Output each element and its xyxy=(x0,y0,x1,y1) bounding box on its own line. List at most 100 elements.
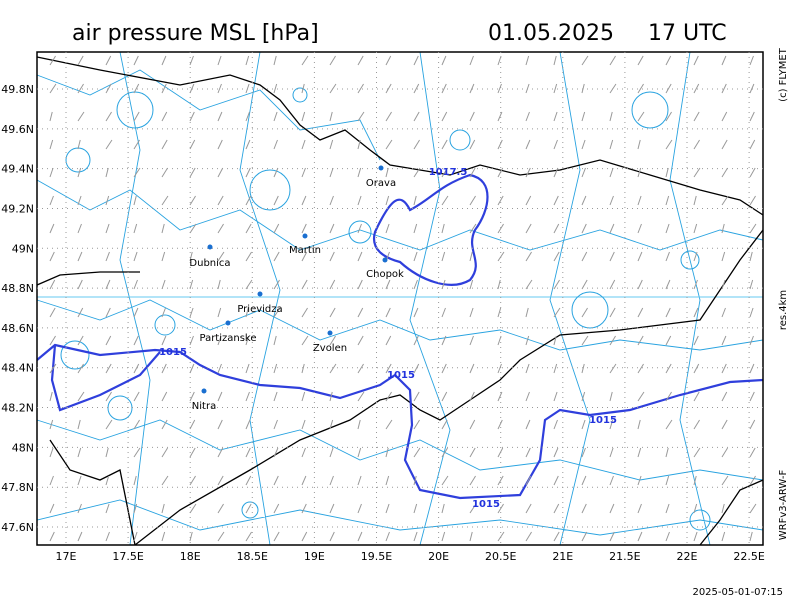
wind-barb xyxy=(77,475,82,486)
wind-barb xyxy=(497,363,502,374)
wind-barb xyxy=(105,195,110,206)
wind-barb xyxy=(525,279,533,290)
wind-barb xyxy=(441,251,446,262)
wind-barb xyxy=(665,475,670,486)
wind-barb xyxy=(469,251,473,262)
wind-barb xyxy=(581,335,589,346)
wind-barb xyxy=(525,503,532,514)
city-label: Chopok xyxy=(366,269,404,280)
lat-label: 49N xyxy=(12,242,34,255)
wind-barb xyxy=(105,111,112,122)
wind-barb xyxy=(665,83,672,94)
wind-barb xyxy=(553,167,559,178)
wind-barb xyxy=(105,391,112,402)
city-label: Prievidza xyxy=(237,304,282,315)
wind-barb xyxy=(133,531,138,542)
wind-barb xyxy=(301,167,306,178)
wind-barb xyxy=(497,391,503,402)
wind-barb xyxy=(189,475,196,486)
wind-barb xyxy=(441,55,447,66)
wind-barb xyxy=(217,83,222,94)
wind-barb xyxy=(105,279,111,290)
wind-barb xyxy=(581,167,586,178)
wind-barb xyxy=(581,363,585,374)
wind-barb xyxy=(161,111,168,122)
wind-barb xyxy=(189,419,196,430)
wind-barb xyxy=(189,111,195,122)
city-dot xyxy=(382,257,388,263)
wind-barb xyxy=(357,279,363,290)
wind-barb xyxy=(105,419,113,430)
wind-barb xyxy=(189,55,194,66)
wind-barb xyxy=(105,223,110,234)
city-dot xyxy=(257,291,263,297)
wind-barb xyxy=(721,363,727,374)
wind-barb xyxy=(77,83,84,94)
wind-barb xyxy=(721,83,727,94)
wind-barb xyxy=(693,251,698,262)
wind-barb xyxy=(469,335,474,346)
wind-barb xyxy=(385,335,392,346)
wind-barb xyxy=(329,391,333,402)
wind-barb xyxy=(665,363,672,374)
wind-barb xyxy=(217,307,222,318)
wind-barb xyxy=(385,391,392,402)
wind-barb xyxy=(469,391,475,402)
wind-barb xyxy=(469,195,476,206)
map-decor xyxy=(36,51,764,546)
wind-barb xyxy=(385,83,392,94)
wind-barb xyxy=(49,475,54,486)
wind-barb xyxy=(245,447,251,458)
wind-barb xyxy=(161,83,167,94)
wind-barb xyxy=(581,531,588,542)
wind-barb xyxy=(693,503,698,514)
wind-barb xyxy=(749,391,755,402)
wind-barb xyxy=(441,111,448,122)
wind-barb xyxy=(161,223,165,234)
city-label: Zvolen xyxy=(313,343,347,354)
wind-barb xyxy=(217,503,224,514)
wind-barb xyxy=(441,139,448,150)
lon-label: 19E xyxy=(304,550,325,563)
wind-barb xyxy=(581,279,588,290)
wind-barb xyxy=(217,363,222,374)
wind-barb xyxy=(525,335,530,346)
city-dot xyxy=(327,330,333,336)
wind-barb xyxy=(637,503,642,514)
wind-barb xyxy=(77,307,84,318)
wind-barb xyxy=(49,195,54,206)
wind-barb xyxy=(581,55,589,66)
wind-barb xyxy=(413,391,420,402)
wind-barb xyxy=(49,307,56,318)
wind-barb xyxy=(525,531,532,542)
lon-label: 20E xyxy=(428,550,449,563)
wind-barb xyxy=(553,531,560,542)
wind-barb xyxy=(133,55,139,66)
wind-barb xyxy=(525,307,529,318)
wind-barb xyxy=(357,475,362,486)
wind-barb xyxy=(217,419,223,430)
wind-barb xyxy=(609,335,616,346)
wind-barb xyxy=(441,223,445,234)
wind-barb xyxy=(609,195,614,206)
wind-barb xyxy=(105,335,112,346)
wind-barb xyxy=(49,139,54,150)
wind-barb xyxy=(301,83,305,94)
wind-barb xyxy=(273,83,278,94)
wind-barb xyxy=(217,111,223,122)
side-label: WRFv3-ARW-F xyxy=(778,470,789,541)
wind-barb xyxy=(273,391,278,402)
wind-barb xyxy=(273,251,280,262)
wind-barb xyxy=(553,83,558,94)
wind-barb xyxy=(133,167,141,178)
wind-barb xyxy=(665,335,672,346)
wind-barb xyxy=(77,335,84,346)
wind-barb xyxy=(329,419,334,430)
wind-barb xyxy=(581,447,586,458)
wind-barb xyxy=(413,475,417,486)
wind-barb xyxy=(329,251,335,262)
timestamp: 2025-05-01-07:15 xyxy=(692,587,783,598)
lat-label: 48.2N xyxy=(1,402,34,415)
city-label: Partizanske xyxy=(199,333,256,344)
